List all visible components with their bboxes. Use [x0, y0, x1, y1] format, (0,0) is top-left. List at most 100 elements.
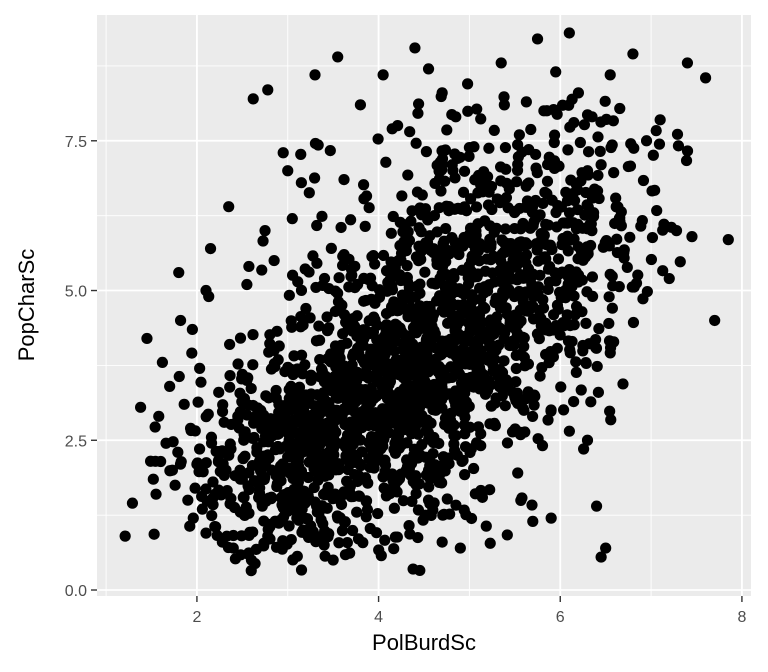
- data-point: [336, 525, 349, 537]
- data-point: [530, 148, 542, 161]
- data-point: [277, 147, 289, 159]
- data-point: [380, 468, 392, 480]
- data-point: [414, 323, 426, 335]
- data-point: [586, 225, 598, 237]
- data-point: [499, 141, 512, 154]
- data-point: [653, 138, 666, 150]
- data-point: [484, 537, 496, 549]
- data-point: [490, 392, 502, 404]
- data-point: [550, 66, 562, 78]
- data-point: [551, 108, 563, 120]
- data-point: [119, 530, 131, 542]
- data-point: [562, 245, 574, 257]
- data-point: [501, 529, 513, 541]
- data-point: [560, 186, 572, 198]
- data-point: [436, 335, 448, 347]
- data-point: [468, 462, 480, 475]
- data-point: [426, 313, 438, 325]
- data-point: [377, 69, 389, 81]
- data-point: [510, 376, 522, 388]
- data-point: [515, 236, 527, 248]
- data-point: [555, 381, 567, 393]
- data-point: [195, 376, 207, 388]
- data-point: [345, 214, 357, 226]
- data-point: [404, 126, 416, 138]
- data-point: [351, 506, 363, 518]
- data-point: [440, 222, 452, 235]
- data-point: [488, 417, 500, 429]
- data-point: [339, 549, 352, 561]
- data-point: [224, 369, 236, 382]
- data-point: [400, 410, 412, 422]
- data-point: [223, 201, 235, 213]
- data-point: [465, 265, 477, 277]
- data-point: [441, 124, 453, 136]
- data-point: [446, 108, 458, 121]
- data-point: [454, 542, 466, 554]
- data-point: [446, 231, 458, 244]
- data-point: [608, 167, 620, 179]
- data-point: [495, 57, 507, 69]
- data-point: [578, 443, 590, 455]
- data-point: [553, 268, 565, 280]
- data-point: [238, 428, 250, 441]
- data-point: [473, 311, 485, 323]
- data-point: [323, 469, 335, 481]
- data-point: [280, 407, 292, 420]
- data-point: [205, 437, 218, 449]
- data-point: [305, 388, 317, 400]
- data-point: [672, 140, 685, 152]
- data-point: [200, 411, 212, 423]
- data-point: [306, 430, 318, 443]
- data-point: [272, 428, 284, 440]
- y-tick-label: 5.0: [65, 284, 87, 301]
- data-point: [530, 162, 542, 174]
- data-point: [515, 348, 527, 360]
- data-point: [512, 397, 524, 409]
- data-point: [469, 237, 481, 249]
- data-point: [416, 209, 428, 221]
- data-point: [446, 371, 458, 383]
- data-point: [458, 307, 470, 319]
- data-point: [512, 467, 524, 479]
- data-point: [532, 281, 545, 293]
- data-point: [532, 433, 544, 445]
- data-point: [388, 543, 400, 555]
- data-point: [424, 459, 436, 472]
- data-point: [248, 417, 260, 429]
- data-point: [421, 414, 433, 426]
- data-point: [556, 99, 569, 111]
- data-point: [561, 195, 574, 207]
- data-point: [499, 400, 511, 412]
- data-point: [247, 526, 259, 538]
- data-point: [494, 161, 507, 173]
- data-point: [475, 440, 487, 452]
- data-point: [610, 192, 622, 204]
- data-point: [650, 125, 662, 137]
- data-point: [671, 128, 684, 140]
- data-point: [321, 311, 333, 323]
- data-point: [373, 291, 386, 303]
- data-point: [287, 424, 299, 436]
- data-point: [709, 314, 721, 327]
- data-point: [332, 392, 344, 404]
- data-point: [594, 145, 606, 157]
- data-point: [153, 410, 165, 422]
- data-point: [259, 225, 271, 237]
- data-point: [500, 302, 512, 314]
- data-point: [359, 384, 371, 396]
- data-point: [147, 473, 159, 485]
- data-point: [340, 316, 352, 328]
- data-point: [321, 502, 333, 514]
- data-point: [304, 312, 316, 324]
- data-point: [333, 458, 345, 470]
- y-axis: 0.0 2.5 5.0 7.5: [65, 134, 97, 600]
- data-point: [617, 378, 629, 390]
- data-point: [490, 317, 502, 329]
- data-point: [470, 335, 482, 347]
- data-point: [386, 280, 398, 292]
- x-tick-label: 6: [556, 609, 565, 626]
- data-point: [520, 393, 532, 405]
- data-point: [637, 174, 650, 187]
- data-point: [436, 164, 448, 176]
